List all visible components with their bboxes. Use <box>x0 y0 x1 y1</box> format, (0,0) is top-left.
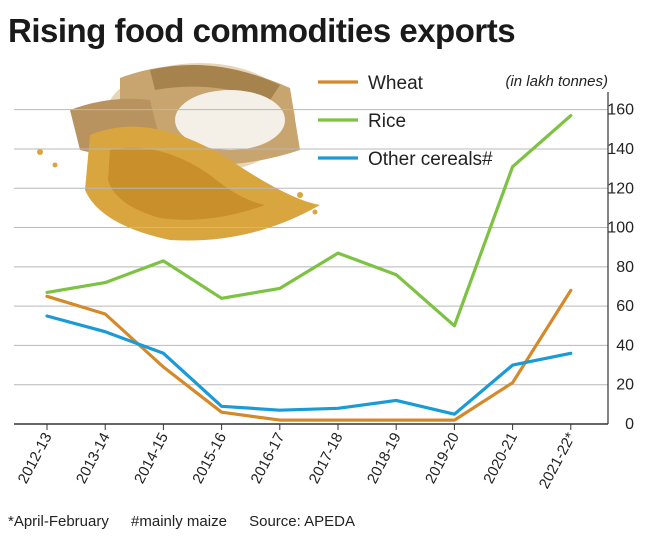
legend-label-0: Wheat <box>368 73 424 94</box>
y-tick-label-140: 140 <box>607 141 634 158</box>
x-axis-ticks: 2012-13 2013-14 2014-15 2015-16 2016-17 2017-… <box>15 424 580 492</box>
series-line-wheat <box>45 288 573 422</box>
x-tick-label-2: 2014-15 <box>131 430 172 487</box>
chart-title: Rising food commodities exports <box>8 12 516 49</box>
y-axis-ticks: 0 20 40 60 80 100 120 140 160 <box>607 102 634 433</box>
legend: Wheat Rice Other cereals# <box>318 73 493 170</box>
y-tick-label-60: 60 <box>616 298 634 315</box>
x-tick-label-0: 2012-13 <box>15 430 56 487</box>
series-lines <box>45 114 573 422</box>
y-tick-label-160: 160 <box>607 102 634 119</box>
grain-sack-illustration <box>37 63 320 241</box>
x-tick-label-8: 2020-21 <box>480 430 521 487</box>
x-tick-label-5: 2017-18 <box>306 430 347 487</box>
y-tick-label-80: 80 <box>616 259 634 276</box>
footnote-mainly-maize: #mainly maize <box>131 513 227 530</box>
series-line-rice <box>45 114 573 328</box>
y-tick-label-0: 0 <box>625 416 634 433</box>
y-tick-label-120: 120 <box>607 180 634 197</box>
y-tick-label-20: 20 <box>616 377 634 394</box>
x-tick-label-7: 2019-20 <box>422 430 463 487</box>
x-tick-label-4: 2016-17 <box>247 430 288 487</box>
x-tick-label-3: 2015-16 <box>189 430 230 487</box>
legend-label-1: Rice <box>368 111 406 132</box>
series-line-other-cereals <box>45 314 573 416</box>
y-tick-label-40: 40 <box>616 337 634 354</box>
grid-lines <box>14 92 609 425</box>
unit-note: (in lakh tonnes) <box>505 73 608 90</box>
x-tick-label-9: 2021-22* <box>536 430 580 492</box>
x-tick-label-6: 2018-19 <box>364 430 405 487</box>
footnotes: *April-February #mainly maize Source: AP… <box>8 513 373 530</box>
footnote-source: Source: APEDA <box>249 513 355 530</box>
x-tick-label-1: 2013-14 <box>73 430 114 487</box>
y-tick-label-100: 100 <box>607 220 634 237</box>
footnote-april-february: *April-February <box>8 513 109 530</box>
legend-label-2: Other cereals# <box>368 149 493 170</box>
